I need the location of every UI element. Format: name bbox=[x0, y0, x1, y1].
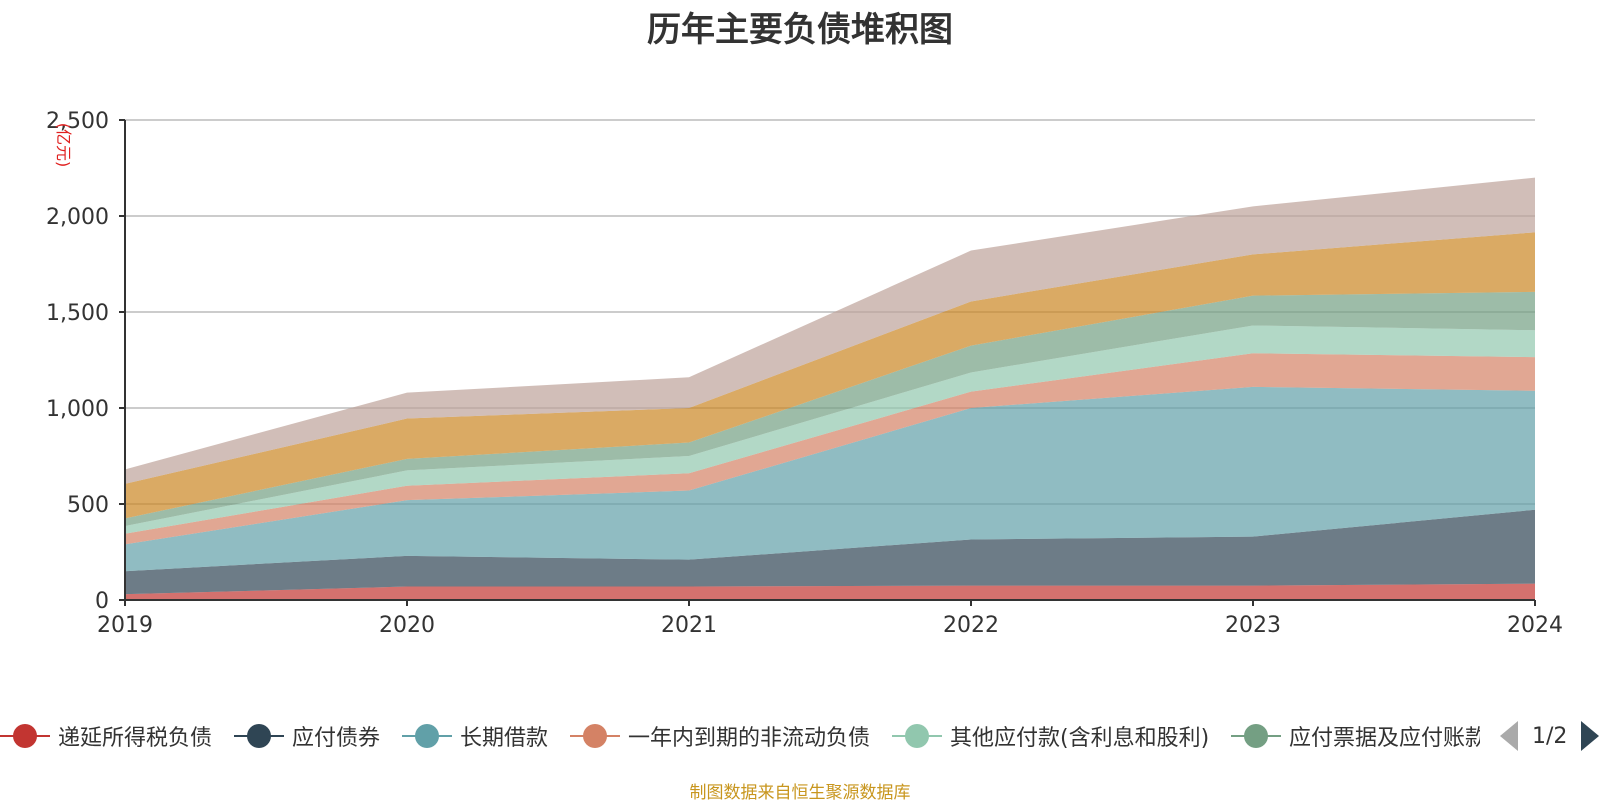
chart-title: 历年主要负债堆积图 bbox=[647, 10, 953, 50]
prev-page-icon[interactable] bbox=[1500, 721, 1518, 751]
y-tick-label: 1,000 bbox=[46, 397, 109, 422]
x-tick-label: 2019 bbox=[97, 613, 153, 638]
area-series[interactable] bbox=[125, 509, 1535, 595]
x-tick-label: 2020 bbox=[379, 613, 435, 638]
legend-item[interactable]: 递延所得税负债 bbox=[0, 716, 212, 756]
legend-item[interactable]: 应付债券 bbox=[234, 716, 380, 756]
x-tick-label: 2023 bbox=[1225, 613, 1281, 638]
next-page-icon[interactable] bbox=[1581, 721, 1600, 751]
area-series[interactable] bbox=[125, 386, 1535, 572]
legend-item[interactable]: 长期借款 bbox=[402, 716, 548, 756]
y-tick-label: 1,500 bbox=[46, 301, 109, 326]
area-layer bbox=[125, 177, 1535, 600]
legend-marker-icon bbox=[1231, 721, 1281, 751]
legend-marker-icon bbox=[234, 721, 284, 751]
x-tick-label: 2024 bbox=[1507, 613, 1563, 638]
y-tick-label: 500 bbox=[67, 493, 109, 518]
legend-label: 其他应付款(含利息和股利) bbox=[950, 726, 1210, 751]
area-series[interactable] bbox=[125, 583, 1535, 600]
axis-layer: 0 500 1,000 1,500 2,000 2,500 2019 2020 2021 2022… bbox=[46, 109, 1563, 638]
x-tick-label: 2022 bbox=[943, 613, 999, 638]
legend-label: 一年内到期的非流动负债 bbox=[628, 726, 871, 751]
y-tick-label: 2,000 bbox=[46, 205, 109, 230]
source-note: 制图数据来自恒生聚源数据库 bbox=[689, 783, 911, 803]
area-series[interactable] bbox=[125, 177, 1535, 484]
area-series[interactable] bbox=[125, 232, 1535, 519]
legend-marker-icon bbox=[402, 721, 452, 751]
legend-marker-icon bbox=[0, 721, 50, 751]
legend-item[interactable]: 一年内到期的非流动负债 bbox=[570, 716, 870, 756]
area-series[interactable] bbox=[125, 325, 1535, 534]
legend-item[interactable]: 应付票据及应付账款 bbox=[1231, 716, 1480, 756]
legend-marker-icon bbox=[570, 721, 620, 751]
legend-label: 长期借款 bbox=[460, 726, 549, 751]
legend-pager: 1/2 bbox=[1500, 716, 1600, 756]
legend-label: 应付票据及应付账款 bbox=[1289, 726, 1480, 751]
y-tick-label: 0 bbox=[95, 589, 109, 614]
legend: 递延所得税负债 应付债券 长期借款 一年内到期的非流动负债 其他应付款(含利息和股利) 应… bbox=[0, 716, 1480, 756]
area-series[interactable] bbox=[125, 291, 1535, 527]
area-series[interactable] bbox=[125, 353, 1535, 545]
legend-page-indicator: 1/2 bbox=[1532, 723, 1568, 749]
legend-item[interactable]: 其他应付款(含利息和股利) bbox=[892, 716, 1209, 756]
legend-label: 递延所得税负债 bbox=[58, 726, 213, 751]
x-tick-label: 2021 bbox=[661, 613, 717, 638]
y-tick-label: 2,500 bbox=[46, 109, 109, 134]
legend-marker-icon bbox=[892, 721, 942, 751]
y-axis-unit-label: (亿元) bbox=[54, 123, 73, 168]
legend-label: 应付债券 bbox=[292, 726, 381, 751]
